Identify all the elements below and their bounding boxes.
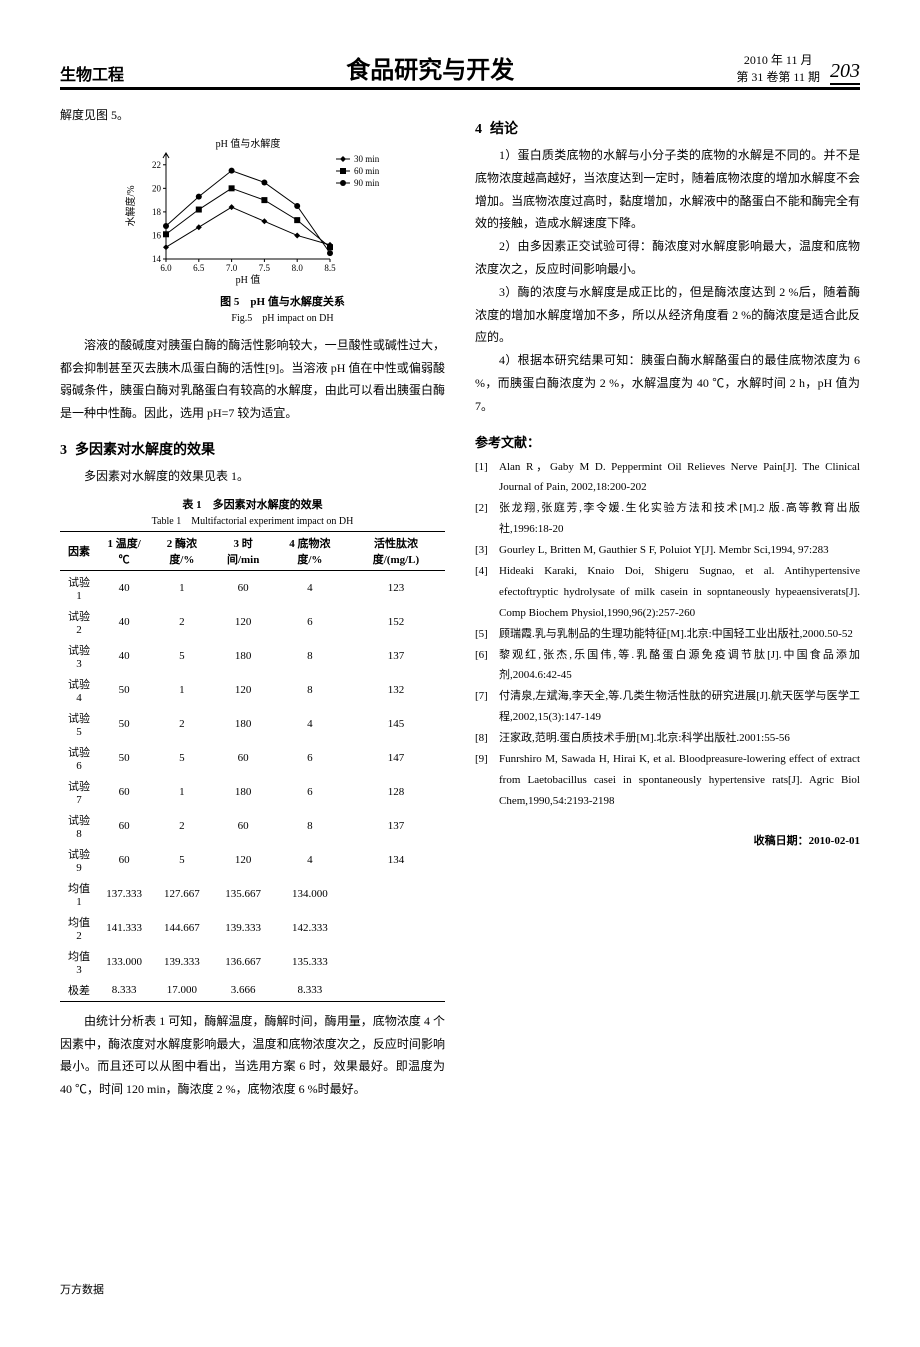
left-column: 解度见图 5。 pH 值与水解度14161820226.06.57.07.58.… — [60, 104, 445, 1101]
section-3-text: 多因素对水解度的效果 — [75, 443, 215, 458]
references-list: [1]Alan R，Gaby M D. Peppermint Oil Relie… — [475, 457, 860, 812]
svg-text:30 min: 30 min — [354, 154, 380, 164]
reference-item: [3]Gourley L, Britten M, Gauthier S F, P… — [475, 540, 860, 561]
table-row: 均值 3133.000139.333136.667135.333 — [60, 945, 445, 979]
table-row: 试验 55021804145 — [60, 707, 445, 741]
conclusion-item: 4）根据本研究结果可知：胰蛋白酶水解酪蛋白的最佳底物浓度为 6 %，而胰蛋白酶浓… — [475, 349, 860, 417]
table-row: 试验 24021206152 — [60, 605, 445, 639]
table-row: 均值 1137.333127.667135.667134.000 — [60, 877, 445, 911]
svg-text:8.0: 8.0 — [292, 263, 304, 273]
page-header: 生物工程 食品研究与开发 2010 年 11 月 第 31 卷第 11 期 20… — [60, 50, 860, 90]
svg-text:7.5: 7.5 — [259, 263, 271, 273]
svg-text:6.5: 6.5 — [193, 263, 205, 273]
footer-source: 万方数据 — [60, 1281, 860, 1297]
table-1: 因素1 温度/℃2 酶浓度/%3 时间/min4 底物浓度/%活性肽浓度/(mg… — [60, 531, 445, 1002]
table-header: 活性肽浓度/(mg/L) — [347, 531, 445, 570]
section-4-num: 4 — [475, 122, 482, 137]
table-caption-en: Table 1 Multifactorial experiment impact… — [60, 512, 445, 527]
table-header: 2 酶浓度/% — [150, 531, 213, 570]
header-section: 生物工程 — [60, 61, 124, 85]
reference-item: [5]顾瑞霞.乳与乳制品的生理功能特征[M].北京:中国轻工业出版社,2000.… — [475, 624, 860, 645]
figure-caption-en: Fig.5 pH impact on DH — [120, 309, 445, 324]
journal-title: 食品研究与开发 — [346, 50, 514, 85]
svg-text:水解度/%: 水解度/% — [124, 185, 137, 226]
table-caption-cn: 表 1 多因素对水解度的效果 — [60, 496, 445, 512]
svg-text:18: 18 — [152, 207, 162, 217]
table-header: 3 时间/min — [213, 531, 273, 570]
section-3-lead: 多因素对水解度的效果见表 1。 — [60, 465, 445, 488]
table-header: 因素 — [60, 531, 98, 570]
svg-text:90 min: 90 min — [354, 178, 380, 188]
right-column: 4 结论 1）蛋白质类底物的水解与小分子类的底物的水解是不同的。并不是底物浓度越高… — [475, 104, 860, 1101]
header-issue: 第 31 卷第 11 期 — [736, 68, 820, 85]
section-3-title: 3 多因素对水解度的效果 — [60, 439, 445, 459]
svg-text:16: 16 — [152, 230, 162, 240]
svg-text:pH 值与水解度: pH 值与水解度 — [216, 137, 281, 150]
section-4-title: 4 结论 — [475, 118, 860, 138]
svg-text:20: 20 — [152, 183, 162, 193]
header-date: 2010 年 11 月 — [736, 51, 820, 68]
references-title: 参考文献： — [475, 432, 860, 451]
table-row: 试验 96051204134 — [60, 843, 445, 877]
table-row: 试验 34051808137 — [60, 639, 445, 673]
reference-item: [7]付清泉,左斌海,李天全,等.几类生物活性肽的研究进展[J].航天医学与医学… — [475, 686, 860, 728]
reference-item: [9]Funrshiro M, Sawada H, Hirai K, et al… — [475, 749, 860, 812]
table-row: 试验 76011806128 — [60, 775, 445, 809]
reference-item: [4]Hideaki Karaki, Knaio Doi, Shigeru Su… — [475, 561, 860, 624]
figure-5: pH 值与水解度14161820226.06.57.07.58.08.5水解度/… — [120, 137, 445, 324]
table-row: 试验 8602608137 — [60, 809, 445, 843]
table-row: 试验 1401604123 — [60, 570, 445, 605]
figure-caption-cn: 图 5 pH 值与水解度关系 — [120, 293, 445, 309]
svg-text:pH 值: pH 值 — [236, 273, 261, 286]
svg-text:60 min: 60 min — [354, 166, 380, 176]
table-row: 试验 6505606147 — [60, 741, 445, 775]
paragraph-after-table: 由统计分析表 1 可知，酶解温度，酶解时间，酶用量，底物浓度 4 个因素中，酶浓… — [60, 1010, 445, 1101]
reference-item: [2]张龙翔,张庭芳,李令媛.生化实验方法和技术[M].2 版.高等教育出版社,… — [475, 498, 860, 540]
conclusion-item: 1）蛋白质类底物的水解与小分子类的底物的水解是不同的。并不是底物浓度越高越好，当… — [475, 144, 860, 235]
chart-svg: pH 值与水解度14161820226.06.57.07.58.08.5水解度/… — [120, 137, 400, 287]
paragraph-after-chart: 溶液的酸碱度对胰蛋白酶的酶活性影响较大，一旦酸性或碱性过大，都会抑制甚至灭去胰木… — [60, 334, 445, 425]
svg-text:6.0: 6.0 — [160, 263, 172, 273]
conclusion-item: 3）酶的浓度与水解度是成正比的，但是酶浓度达到 2 %后，随着酶浓度的增加水解度… — [475, 281, 860, 349]
intro-continue: 解度见图 5。 — [60, 104, 445, 127]
table-row: 极差8.33317.0003.6668.333 — [60, 979, 445, 1002]
page-number: 203 — [830, 60, 860, 85]
conclusion-item: 2）由多因素正交试验可得：酶浓度对水解度影响最大，温度和底物浓度次之，反应时间影… — [475, 235, 860, 281]
table-row: 均值 2141.333144.667139.333142.333 — [60, 911, 445, 945]
section-4-text: 结论 — [490, 122, 518, 137]
svg-text:22: 22 — [152, 160, 161, 170]
svg-text:8.5: 8.5 — [324, 263, 336, 273]
received-date: 收稿日期：2010-02-01 — [475, 832, 860, 848]
table-header: 4 底物浓度/% — [273, 531, 347, 570]
section-3-num: 3 — [60, 443, 67, 458]
svg-text:7.0: 7.0 — [226, 263, 238, 273]
header-right: 2010 年 11 月 第 31 卷第 11 期 203 — [736, 51, 860, 85]
reference-item: [1]Alan R，Gaby M D. Peppermint Oil Relie… — [475, 457, 860, 499]
table-row: 试验 45011208132 — [60, 673, 445, 707]
reference-item: [6]黎观红,张杰,乐国伟,等.乳酪蛋白源免疫调节肽[J].中国食品添加剂,20… — [475, 645, 860, 687]
table-header: 1 温度/℃ — [98, 531, 150, 570]
reference-item: [8]汪家政,范明.蛋白质技术手册[M].北京:科学出版社.2001:55-56 — [475, 728, 860, 749]
